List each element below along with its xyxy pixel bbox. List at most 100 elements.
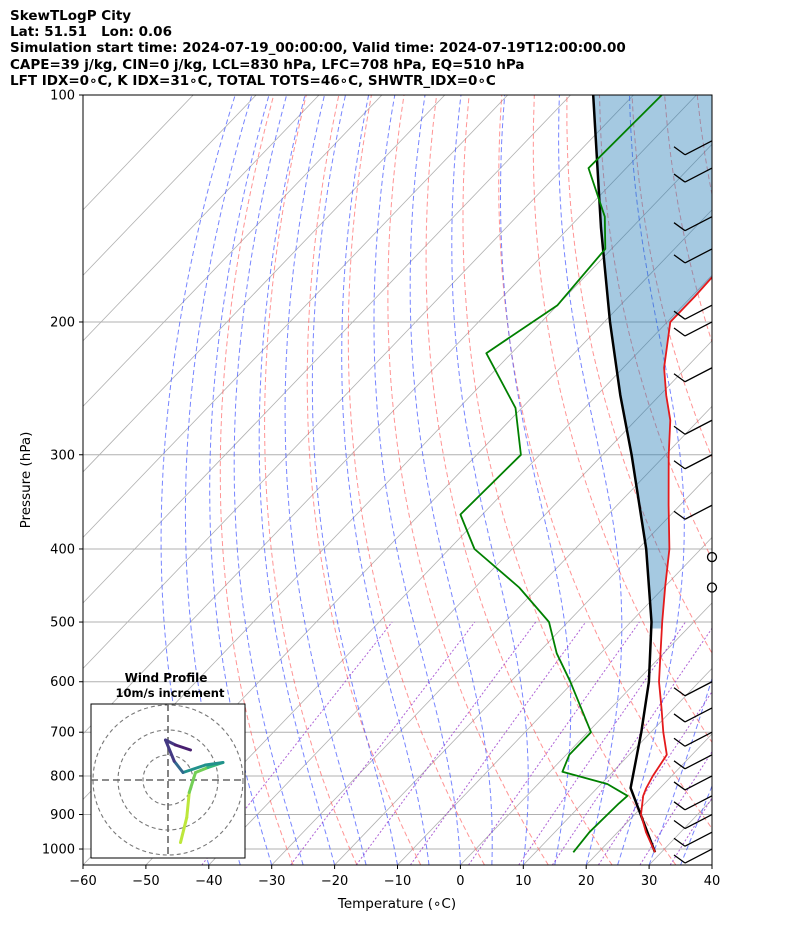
moist-adiabat — [451, 95, 529, 865]
wind-barb — [673, 140, 713, 156]
dry-adiabat — [631, 95, 712, 459]
hodograph-segment — [174, 743, 192, 752]
x-tick-label: 0 — [456, 874, 464, 889]
wind-barb — [673, 681, 713, 697]
moist-adiabat — [184, 95, 253, 865]
chart-title: SkewTLogP City — [10, 8, 132, 24]
y-tick-label: 100 — [50, 89, 75, 104]
wind-barb — [673, 813, 713, 830]
time-line: Simulation start time: 2024-07-19_00:00:… — [10, 40, 626, 57]
profile-layer — [459, 95, 712, 853]
mixing-ratio-line — [290, 621, 476, 865]
y-tick-label: 800 — [50, 769, 75, 784]
moist-adiabat — [617, 95, 685, 865]
dry-adiabat — [498, 95, 712, 830]
parcel-profile-line — [591, 95, 657, 853]
dry-adiabat — [264, 95, 358, 865]
moist-adiabat — [373, 95, 461, 865]
mixing-ratio-line — [669, 796, 712, 865]
hodograph-inset: Wind Profile 10m/s increment — [90, 671, 246, 859]
moist-adiabat — [233, 95, 304, 865]
isotherm-line — [585, 733, 712, 865]
dry-adiabat — [566, 95, 712, 655]
isotherm-line — [83, 95, 446, 473]
wind-barb — [673, 831, 713, 847]
wind-barb — [673, 707, 713, 723]
isotherm-line — [523, 667, 712, 865]
mixing-ratio-line — [409, 621, 587, 865]
mixing-ratio-line — [468, 621, 640, 865]
hodograph-segment — [172, 759, 185, 774]
isotherm-line — [334, 471, 712, 865]
x-tick-label: −20 — [321, 874, 348, 889]
moist-adiabat — [209, 95, 273, 865]
hodograph-segment — [181, 763, 207, 774]
hodograph-title: Wind Profile — [125, 671, 208, 685]
x-tick-label: −60 — [69, 874, 96, 889]
y-tick-label: 300 — [50, 448, 75, 463]
wind-barb — [673, 367, 713, 383]
x-axis-label: Temperature (∘C) — [337, 896, 456, 912]
dry-adiabat — [306, 95, 422, 865]
isotherm-line — [83, 95, 697, 735]
dry-adiabat — [730, 95, 794, 865]
dry-adiabat — [532, 95, 712, 744]
wind-barb — [673, 167, 713, 183]
dry-adiabat — [387, 95, 549, 865]
wind-barbs — [673, 140, 718, 864]
hodograph-segment — [185, 791, 191, 819]
moist-adiabat — [160, 95, 236, 865]
wind-barb — [673, 304, 713, 320]
moist-adiabat — [258, 95, 336, 865]
hodograph-segment — [164, 738, 176, 763]
indices-line: LFT IDX=0∘C, K IDX=31∘C, TOTAL TOTS=46∘C… — [10, 72, 496, 89]
temperature-profile-line — [640, 275, 712, 853]
x-tick-label: 40 — [704, 874, 721, 889]
y-axis-label: Pressure (hPa) — [18, 432, 34, 529]
isotherm-line — [460, 602, 712, 865]
x-tick-label: −30 — [258, 874, 285, 889]
wind-barb — [673, 504, 713, 520]
mixing-ratio-line — [518, 621, 686, 865]
wind-barb — [673, 795, 713, 811]
moist-adiabat — [284, 95, 367, 865]
mixing-ratio-line — [639, 750, 712, 865]
moist-adiabat — [648, 676, 712, 865]
wind-barb — [673, 248, 713, 264]
moist-adiabat — [409, 95, 493, 865]
mixing-ratio-line — [355, 621, 537, 865]
isotherm-line — [83, 95, 383, 407]
isotherm-line — [83, 95, 634, 670]
y-tick-label: 700 — [50, 726, 75, 741]
wind-barb — [673, 775, 713, 791]
x-tick-label: 30 — [641, 874, 658, 889]
y-tick-label: 600 — [50, 675, 75, 690]
y-tick-label: 200 — [50, 315, 75, 330]
dry-adiabat — [219, 95, 294, 865]
wind-barb — [673, 216, 713, 232]
hodograph-subtitle: 10m/s increment — [116, 686, 225, 700]
moist-adiabat — [558, 95, 623, 865]
y-tick-label: 400 — [50, 542, 75, 557]
dry-adiabat — [425, 95, 613, 865]
moist-adiabat — [341, 95, 430, 865]
y-tick-label: 500 — [50, 616, 75, 631]
moist-adiabat — [311, 95, 398, 865]
y-tick-label: 1000 — [42, 843, 75, 858]
dry-adiabat — [762, 95, 794, 865]
hodograph-segment — [194, 766, 210, 774]
wind-barb — [673, 848, 713, 864]
moist-adiabat — [711, 863, 712, 865]
location-line: Lat: 51.51 Lon: 0.06 — [10, 24, 172, 41]
hodograph-segment — [179, 816, 189, 844]
isotherm-line — [711, 864, 712, 865]
wind-barb — [673, 454, 713, 470]
isotherm-line — [83, 95, 257, 276]
isotherm-line — [83, 95, 571, 604]
dry-adiabat — [347, 95, 485, 865]
hodograph-segment — [204, 761, 225, 767]
moist-adiabat — [680, 784, 712, 865]
chart-header: SkewTLogP City Lat: 51.51 Lon: 0.06 Simu… — [10, 8, 626, 89]
isotherm-line — [271, 405, 712, 865]
